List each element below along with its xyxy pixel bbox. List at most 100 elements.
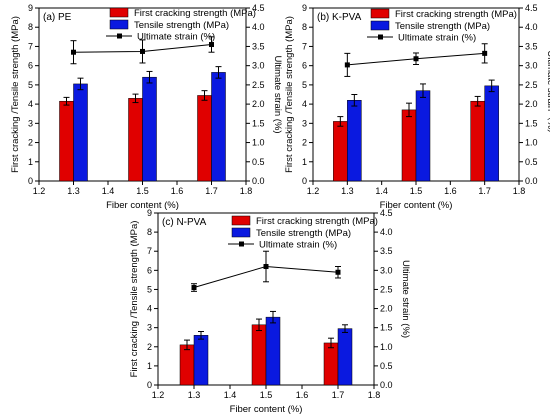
legend: First cracking strength (MPa)Tensile str… <box>106 7 256 43</box>
y2-tick-label: 3.5 <box>380 246 393 256</box>
chart-panel-2: 1.2 1.3 1.4 1.5 1.6 1.7 1.8 0 1 2 3 4 5 6 7 8 9 0.0 0.5 1.0… <box>284 3 550 211</box>
y-tick-label: 8 <box>28 22 33 32</box>
x-tick-label: 1.5 <box>260 390 273 400</box>
y2-axis-label: Ultimate strain（%） <box>545 50 550 138</box>
x-tick-label: 1.4 <box>375 186 388 196</box>
legend-label-first-cracking: First cracking strength (MPa) <box>395 9 517 20</box>
chart-panel-3: 1.2 1.3 1.4 1.5 1.6 1.7 1.8 0 1 2 3 4 5 6 7 8 9 0.0 0.5 1.0… <box>129 208 411 415</box>
strain-point <box>71 49 76 55</box>
first-cracking-bar <box>333 121 348 182</box>
legend-swatch-strain-marker <box>117 33 122 39</box>
y-tick-label: 9 <box>28 3 33 13</box>
first-cracking-bar <box>59 100 74 182</box>
x-tick-label: 1.4 <box>102 186 115 196</box>
y2-tick-label: 0.0 <box>525 176 538 186</box>
y-tick-label: 2 <box>28 138 33 148</box>
x-tick-label: 1.8 <box>513 186 526 196</box>
first-cracking-bar <box>251 324 267 386</box>
x-tick-label: 1.2 <box>152 390 165 400</box>
tensile-bar <box>347 100 362 182</box>
tensile-bar <box>265 316 281 386</box>
panel-label: (a) PE <box>43 12 72 23</box>
legend-swatch-first-cracking <box>231 215 251 226</box>
legend-label-strain: Ultimate strain (%) <box>137 32 215 43</box>
y-tick-label: 1 <box>28 157 33 167</box>
y-tick-label: 9 <box>147 208 152 218</box>
y-tick-label: 4 <box>28 99 33 109</box>
legend-label-tensile: Tensile strength (MPa) <box>256 228 351 239</box>
y2-tick-label: 3.5 <box>252 41 265 51</box>
x-tick-label: 1.6 <box>296 390 309 400</box>
y-tick-label: 1 <box>147 361 152 371</box>
y-tick-label: 0 <box>28 176 33 186</box>
y-tick-label: 2 <box>147 342 152 352</box>
first-cracking-bar <box>323 342 339 386</box>
y-tick-label: 0 <box>302 176 307 186</box>
y2-tick-label: 3.5 <box>525 41 538 51</box>
y-tick-label: 8 <box>147 227 152 237</box>
x-tick-label: 1.4 <box>224 390 237 400</box>
first-cracking-bar <box>470 100 485 182</box>
legend-label-first-cracking: First cracking strength (MPa) <box>256 216 378 227</box>
y-tick-label: 6 <box>147 265 152 275</box>
y2-tick-label: 0.5 <box>252 157 265 167</box>
first-cracking-bar <box>197 95 212 182</box>
tensile-bar <box>211 72 226 182</box>
y-tick-label: 3 <box>302 118 307 128</box>
x-tick-label: 1.7 <box>478 186 491 196</box>
strain-point <box>263 264 269 270</box>
y-axis-label: First cracking /Tensile strength (MPa) <box>10 16 21 173</box>
legend-swatch-tensile <box>109 19 129 30</box>
legend-swatch-strain-marker <box>239 241 244 247</box>
y2-tick-label: 3.0 <box>380 265 393 275</box>
x-tick-label: 1.3 <box>188 390 201 400</box>
y-tick-label: 4 <box>302 99 307 109</box>
x-axis-label: Fiber content (%) <box>380 200 453 211</box>
tensile-bar <box>337 328 353 386</box>
y-axis-label: First cracking /Tensile strength (MPa) <box>284 16 295 173</box>
legend: First cracking strength (MPa)Tensile str… <box>228 215 378 251</box>
first-cracking-bar <box>401 109 417 182</box>
x-tick-label: 1.8 <box>240 186 253 196</box>
legend-label-tensile: Tensile strength (MPa) <box>395 21 490 32</box>
y-tick-label: 3 <box>147 323 152 333</box>
x-tick-label: 1.5 <box>410 186 423 196</box>
x-tick-label: 1.2 <box>33 186 46 196</box>
y2-tick-label: 4.0 <box>252 22 265 32</box>
y-tick-label: 9 <box>302 3 307 13</box>
y2-tick-label: 3.0 <box>252 61 265 71</box>
legend-swatch-strain-marker <box>378 34 383 40</box>
legend-swatch-first-cracking <box>370 8 390 19</box>
y2-axis-label: Ultimate strain (%) <box>272 55 283 133</box>
y2-tick-label: 1.0 <box>380 342 393 352</box>
legend: First cracking strength (MPa)Tensile str… <box>367 8 517 44</box>
y-tick-label: 5 <box>147 284 152 294</box>
x-tick-label: 1.8 <box>368 390 381 400</box>
y2-tick-label: 0.5 <box>380 361 393 371</box>
strain-point <box>344 62 350 68</box>
y-tick-label: 5 <box>28 80 33 90</box>
y2-tick-label: 1.5 <box>252 118 265 128</box>
first-cracking-bar <box>128 98 143 182</box>
x-axis-label: Fiber content (%) <box>106 200 179 211</box>
y2-tick-label: 4.0 <box>525 22 538 32</box>
y-tick-label: 7 <box>302 41 307 51</box>
x-tick-label: 1.6 <box>171 186 184 196</box>
tensile-bar <box>415 90 431 182</box>
panel-label: (b) K-PVA <box>317 12 362 23</box>
y-tick-label: 2 <box>302 138 307 148</box>
strain-point <box>191 285 197 291</box>
y2-tick-label: 2.5 <box>380 284 393 294</box>
strain-point <box>413 56 419 62</box>
y2-tick-label: 0.0 <box>380 380 393 390</box>
x-tick-label: 1.7 <box>332 390 345 400</box>
legend-swatch-tensile <box>231 227 251 238</box>
x-tick-label: 1.2 <box>307 186 320 196</box>
tensile-bar <box>73 83 88 182</box>
y2-tick-label: 1.5 <box>380 323 393 333</box>
tensile-bar <box>193 335 209 386</box>
y-tick-label: 5 <box>302 80 307 90</box>
legend-swatch-first-cracking <box>109 7 129 18</box>
y2-tick-label: 0.0 <box>252 176 265 186</box>
